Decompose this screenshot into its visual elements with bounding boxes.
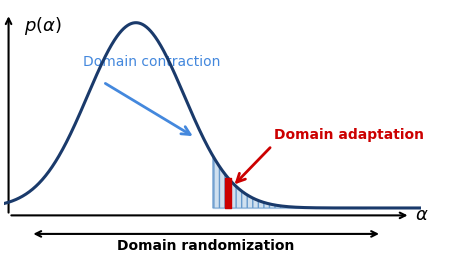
Text: $\alpha$: $\alpha$ — [414, 206, 428, 225]
Text: Domain contraction: Domain contraction — [83, 55, 220, 69]
Text: $p(\alpha)$: $p(\alpha)$ — [24, 15, 62, 37]
Text: Domain adaptation: Domain adaptation — [274, 128, 423, 142]
Text: Domain randomization: Domain randomization — [117, 239, 294, 253]
